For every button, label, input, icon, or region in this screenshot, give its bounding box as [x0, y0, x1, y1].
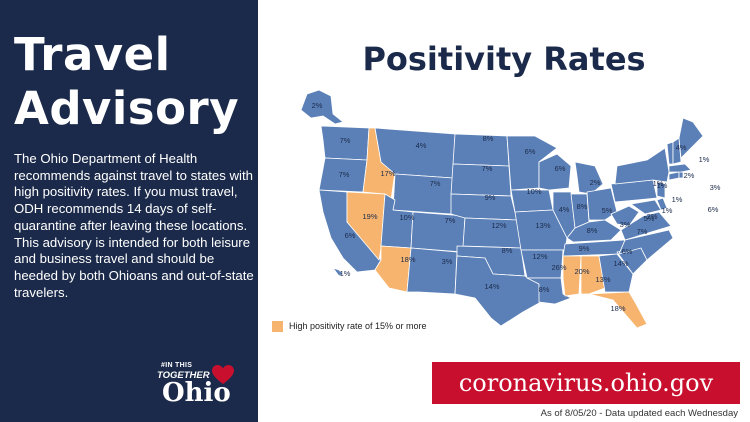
in-this-together-ohio-logo: #IN THIS TOGETHER Ohio: [155, 362, 251, 412]
state-new-jersey: [656, 181, 666, 199]
label-washington: 7%: [340, 136, 351, 145]
label-missouri: 13%: [535, 221, 550, 230]
label-kentucky: 8%: [587, 226, 598, 235]
logo-ohio: Ohio: [162, 378, 231, 408]
label-connecticut: 1%: [662, 206, 673, 215]
label-vermont: 1%: [699, 155, 710, 164]
label-massachusetts: 3%: [710, 183, 721, 192]
state-kentucky: [566, 219, 622, 243]
state-vermont: [666, 141, 674, 165]
label-idaho: 17%: [380, 169, 395, 178]
label-tennessee: 9%: [579, 244, 590, 253]
state-louisiana: [526, 277, 572, 305]
label-north-dakota: 8%: [483, 134, 494, 143]
state-new-york: [614, 147, 670, 185]
us-map-svg: 2% 1% 7% 7% 6% 19% 17% 4% 7% 10% 7% 18% …: [300, 89, 721, 328]
label-illinois: 4%: [559, 205, 570, 214]
title-line-1: Travel: [14, 28, 171, 81]
label-iowa: 10%: [526, 187, 541, 196]
state-delaware: [656, 197, 668, 211]
label-nevada: 19%: [362, 212, 377, 221]
label-arizona: 18%: [400, 255, 415, 264]
state-new-mexico: [406, 247, 458, 295]
label-california: 6%: [345, 231, 356, 240]
label-texas: 14%: [484, 282, 499, 291]
data-updated-note: As of 8/05/20 - Data updated each Wednes…: [540, 408, 738, 419]
label-michigan: 2%: [590, 178, 601, 187]
state-texas: [454, 255, 542, 327]
state-maine: [678, 117, 704, 159]
label-oklahoma: 8%: [502, 246, 513, 255]
state-virginia: [620, 211, 672, 241]
label-utah: 10%: [399, 213, 414, 222]
label-arkansas: 12%: [532, 252, 547, 261]
label-oregon: 7%: [339, 170, 350, 179]
label-wisconsin: 6%: [555, 164, 566, 173]
label-alabama: 20%: [574, 267, 589, 276]
label-south-dakota: 7%: [482, 164, 493, 173]
state-tennessee: [562, 239, 626, 257]
label-new-hampshire: 2%: [684, 171, 695, 180]
label-georgia: 13%: [595, 275, 610, 284]
state-ohio: [586, 187, 618, 221]
state-rhode-island: [678, 171, 684, 179]
label-west-virginia: 3%: [620, 220, 631, 229]
us-positivity-map: 2% 1% 7% 7% 6% 19% 17% 4% 7% 10% 7% 18% …: [295, 88, 735, 328]
state-north-dakota: [452, 133, 510, 167]
state-wyoming: [392, 173, 454, 215]
label-maine: 4%: [676, 143, 687, 152]
state-alabama: [580, 255, 606, 295]
label-nebraska: 9%: [485, 193, 496, 202]
state-alaska: [300, 89, 344, 125]
label-hawaii: 1%: [340, 269, 351, 278]
legend-label: High positivity rate of 15% or more: [289, 321, 427, 331]
label-new-jersey: 1%: [672, 195, 683, 204]
label-colorado: 7%: [445, 216, 456, 225]
state-connecticut: [668, 171, 680, 181]
label-rhode-island: 6%: [708, 205, 719, 214]
label-pennsylvania: 1%: [657, 181, 668, 190]
label-montana: 4%: [416, 141, 427, 150]
label-minnesota: 6%: [525, 147, 536, 156]
heart-icon: [212, 365, 234, 384]
label-kansas: 12%: [491, 221, 506, 230]
state-new-hampshire: [672, 137, 682, 165]
label-wyoming: 7%: [430, 179, 441, 188]
positivity-rates-title: Positivity Rates: [362, 40, 646, 78]
label-alaska: 2%: [312, 101, 323, 110]
website-banner[interactable]: coronavirus.ohio.gov: [432, 362, 740, 404]
label-florida: 18%: [610, 304, 625, 313]
label-louisiana: 8%: [539, 285, 550, 294]
label-maryland: 5%: [644, 214, 655, 223]
state-north-carolina: [618, 229, 674, 261]
label-north-carolina: 6%: [622, 247, 633, 256]
label-south-carolina: 14%: [613, 259, 628, 268]
advisory-description: The Ohio Department of Health recommends…: [14, 151, 254, 300]
label-new-york: 1%: [653, 179, 664, 188]
state-wisconsin: [538, 153, 572, 191]
legend-swatch-orange: [272, 321, 283, 332]
logo-together: TOGETHER: [157, 370, 210, 381]
label-indiana: 8%: [577, 202, 588, 211]
state-georgia: [598, 253, 634, 293]
state-hawaii: [332, 267, 344, 277]
label-new-mexico: 3%: [442, 257, 453, 266]
state-west-virginia: [610, 205, 640, 227]
left-panel: Travel Advisory The Ohio Department of H…: [0, 0, 258, 422]
state-mississippi: [562, 255, 582, 297]
state-florida: [588, 291, 648, 328]
advisory-title: Travel Advisory: [14, 28, 239, 136]
title-line-2: Advisory: [14, 82, 240, 135]
label-mississippi: 26%: [551, 263, 566, 272]
logo-hashtag: #IN THIS: [161, 362, 193, 369]
label-ohio: 5%: [602, 206, 613, 215]
label-virginia: 7%: [637, 227, 648, 236]
state-massachusetts: [668, 163, 692, 173]
label-delaware: 2%: [647, 212, 658, 221]
